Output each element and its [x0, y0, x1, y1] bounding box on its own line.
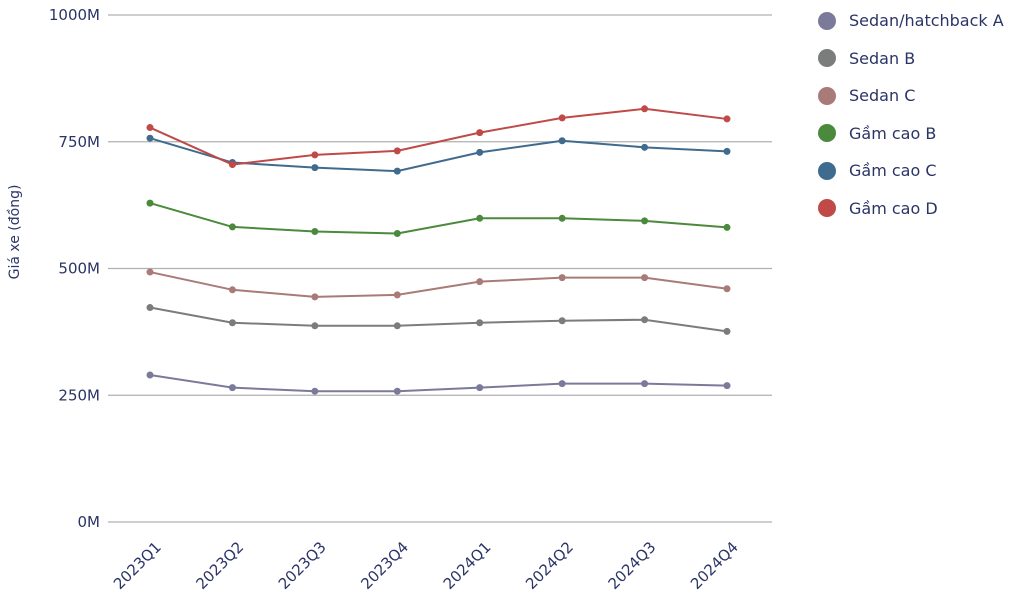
data-point [476, 129, 484, 137]
legend-marker [818, 49, 836, 68]
legend-item[interactable]: Gầm cao D [818, 190, 1004, 228]
data-point [393, 322, 401, 330]
data-point [558, 274, 566, 282]
data-point [146, 199, 154, 207]
data-point [393, 147, 401, 155]
legend-marker [818, 161, 836, 180]
data-point [228, 223, 236, 231]
x-tick-label: 2024Q4 [687, 538, 742, 593]
data-point [146, 134, 154, 142]
series [146, 134, 731, 175]
data-point [558, 214, 566, 222]
gridlines [108, 14, 772, 523]
x-tick-label: 2024Q2 [522, 538, 577, 593]
data-point [641, 143, 649, 151]
x-axis-ticks: 2023Q1 2023Q2 2023Q3 2023Q4 2024Q1 2024Q2 2024… [110, 538, 742, 593]
data-point [476, 384, 484, 392]
data-point [723, 115, 731, 123]
legend-item[interactable]: Sedan B [818, 40, 1004, 78]
data-point [558, 114, 566, 122]
series-line [149, 202, 728, 235]
data-point [476, 148, 484, 156]
y-tick-label: 250M [58, 386, 100, 404]
data-point [723, 223, 731, 231]
data-point [723, 327, 731, 335]
y-axis-label: Giá xe (đồng) [6, 185, 23, 280]
data-point [311, 227, 319, 235]
legend-item[interactable]: Sedan/hatchback A [818, 2, 1004, 40]
data-point [311, 151, 319, 159]
series-lines [146, 105, 731, 395]
legend-item[interactable]: Sedan C [818, 77, 1004, 115]
legend-marker [818, 11, 836, 30]
y-axis-ticks: 0M 250M 500M 750M 1000M [49, 6, 100, 531]
data-point [476, 278, 484, 286]
data-point [311, 322, 319, 330]
data-point [641, 274, 649, 282]
data-point [146, 371, 154, 379]
legend-item[interactable]: Gầm cao B [818, 115, 1004, 153]
legend-marker [818, 199, 836, 218]
legend-label: Sedan C [849, 86, 916, 106]
series [146, 105, 731, 169]
series-line [149, 271, 728, 298]
data-point [723, 147, 731, 155]
data-point [146, 304, 154, 312]
data-point [228, 384, 236, 392]
data-point [641, 217, 649, 225]
legend-label: Sedan/hatchback A [849, 11, 1004, 31]
y-tick-label: 0M [78, 513, 101, 531]
y-tick-label: 750M [58, 133, 100, 151]
data-point [723, 382, 731, 390]
data-point [393, 387, 401, 395]
data-point [146, 124, 154, 132]
data-point [641, 316, 649, 324]
data-point [393, 291, 401, 299]
data-point [476, 214, 484, 222]
data-point [393, 230, 401, 238]
data-point [476, 319, 484, 327]
series-line [149, 107, 728, 166]
data-point [393, 167, 401, 175]
data-point [558, 317, 566, 325]
series [146, 199, 731, 238]
series [146, 304, 731, 335]
legend-label: Gầm cao B [849, 123, 937, 143]
data-point [311, 293, 319, 301]
legend-label: Sedan B [849, 48, 916, 68]
legend-label: Gầm cao D [849, 198, 938, 218]
data-point [641, 380, 649, 388]
data-point [723, 285, 731, 293]
x-tick-label: 2023Q3 [275, 538, 330, 593]
data-point [228, 286, 236, 294]
series-line [149, 137, 728, 173]
series-line [149, 373, 728, 393]
y-tick-label: 500M [58, 260, 100, 278]
series [146, 268, 731, 301]
data-point [146, 268, 154, 276]
series-line [149, 306, 728, 333]
data-point [311, 387, 319, 395]
data-point [558, 137, 566, 145]
legend-label: Gầm cao C [849, 161, 937, 181]
legend-item[interactable]: Gầm cao C [818, 152, 1004, 190]
legend-marker [818, 124, 836, 143]
x-tick-label: 2023Q1 [110, 538, 165, 593]
x-tick-label: 2024Q3 [605, 538, 660, 593]
legend-marker [818, 86, 836, 105]
x-tick-label: 2024Q1 [440, 538, 495, 593]
data-point [311, 164, 319, 172]
data-point [641, 105, 649, 113]
y-tick-label: 1000M [49, 6, 100, 24]
data-point [228, 161, 236, 169]
x-tick-label: 2023Q2 [192, 538, 247, 593]
data-point [558, 380, 566, 388]
legend: Sedan/hatchback A Sedan B Sedan C Gầm cao B… [818, 2, 1004, 227]
x-tick-label: 2023Q4 [357, 538, 412, 593]
series [146, 371, 731, 395]
data-point [228, 319, 236, 327]
